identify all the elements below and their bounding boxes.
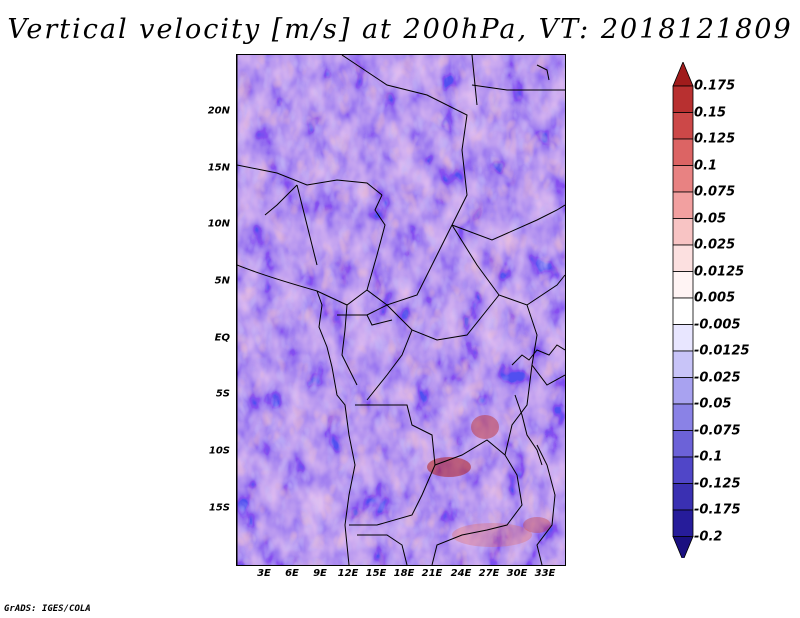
lat-label: 15S — [208, 502, 230, 514]
lon-label: 6E — [285, 568, 299, 579]
colorbar-segment — [672, 377, 694, 405]
lat-label: 5S — [215, 388, 230, 400]
lon-label: 12E — [337, 568, 359, 579]
colorbar-segment — [672, 138, 694, 166]
lat-label: EQ — [214, 332, 230, 344]
colorbar-label: 0.1 — [694, 158, 718, 173]
colorbar-label: -0.05 — [694, 396, 732, 412]
colorbar-segment — [672, 85, 694, 113]
lat-label: 20N — [207, 105, 230, 117]
country-borders — [237, 55, 565, 565]
updraft-core — [523, 517, 551, 533]
lon-label: 24E — [450, 568, 472, 579]
colorbar-segment — [672, 165, 694, 193]
colorbar-label: -0.175 — [694, 502, 741, 518]
field-updraft — [237, 55, 565, 565]
colorbar-label: 0.025 — [694, 237, 736, 253]
colorbar-label: -0.0125 — [694, 343, 750, 359]
colorbar-segment — [672, 509, 694, 537]
map-panel — [236, 54, 566, 566]
velocity-field — [237, 55, 565, 565]
lat-label: 10S — [208, 445, 230, 457]
colorbar-label: -0.005 — [694, 317, 741, 332]
colorbar-segment — [672, 456, 694, 484]
colorbar-segment — [672, 483, 694, 511]
lon-label: 18E — [393, 568, 415, 579]
colorbar-label: 0.05 — [694, 211, 727, 226]
colorbar-segment — [672, 536, 694, 558]
colorbar-segments — [672, 62, 694, 558]
colorbar-segment — [672, 191, 694, 219]
colorbar-label: 0.175 — [694, 78, 736, 94]
colorbar — [672, 62, 694, 558]
colorbar-segment — [672, 271, 694, 299]
lon-label: 33E — [534, 568, 556, 579]
colorbar-label: -0.1 — [694, 449, 723, 465]
updraft-core — [452, 523, 532, 547]
updraft-core — [471, 415, 499, 439]
colorbar-segment — [672, 350, 694, 378]
colorbar-segment — [672, 297, 694, 325]
colorbar-label: -0.2 — [694, 529, 723, 544]
colorbar-label: 0.15 — [694, 105, 727, 120]
lon-label: 9E — [313, 568, 327, 579]
colorbar-segment — [672, 112, 694, 140]
colorbar-segment — [672, 62, 694, 87]
colorbar-label: 0.125 — [694, 131, 736, 147]
lon-label: 27E — [478, 568, 500, 579]
colorbar-label: -0.125 — [694, 476, 741, 491]
lon-label: 15E — [365, 568, 387, 579]
colorbar-label: 0.075 — [694, 184, 736, 200]
colorbar-label: 0.005 — [694, 290, 736, 306]
lon-label: 3E — [257, 568, 271, 579]
lat-label: 5N — [214, 275, 230, 287]
colorbar-segment — [672, 218, 694, 246]
colorbar-segment — [672, 324, 694, 352]
colorbar-segment — [672, 244, 694, 272]
lon-label: 21E — [421, 568, 443, 579]
colorbar-label: -0.025 — [694, 370, 741, 385]
map-title: Vertical velocity [m/s] at 200hPa, VT: 2… — [7, 14, 793, 45]
credit-text: GrADS: IGES/COLA — [4, 604, 91, 614]
colorbar-segment — [672, 403, 694, 431]
lat-label: 10N — [207, 218, 230, 230]
colorbar-label: -0.075 — [694, 423, 741, 438]
colorbar-label: 0.0125 — [694, 264, 745, 279]
lat-label: 15N — [207, 162, 230, 174]
colorbar-segment — [672, 430, 694, 458]
updraft-core — [427, 457, 471, 477]
lon-label: 30E — [506, 568, 528, 579]
